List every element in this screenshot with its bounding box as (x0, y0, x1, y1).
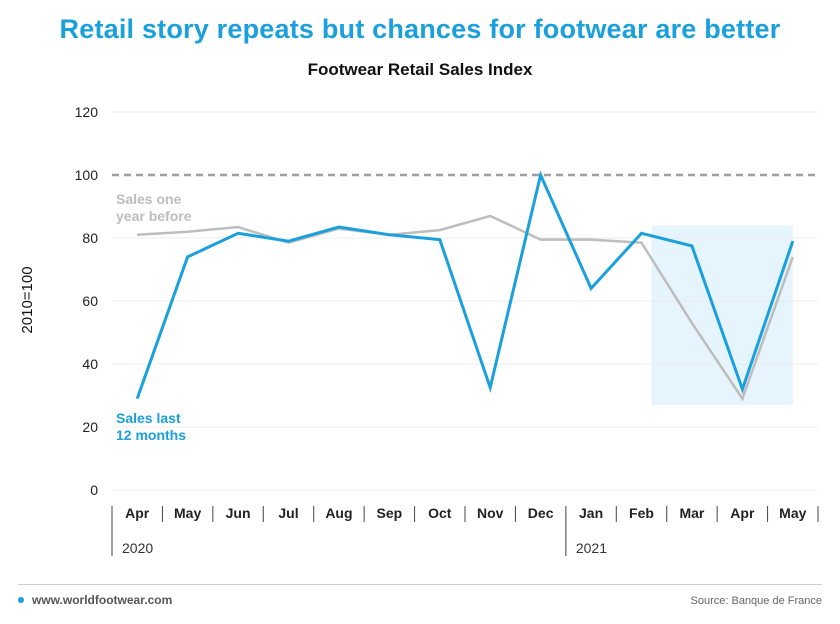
y-tick-label: 120 (75, 104, 99, 120)
chart-title: Footwear Retail Sales Index (307, 60, 533, 79)
y-tick-label: 0 (90, 482, 98, 498)
series-label-1: Sales last 12 months (116, 410, 186, 443)
x-tick-label: May (779, 505, 806, 521)
axis-layer: 0 20 40 60 80 100 120 2010=100 Apr May Jun Jul Aug Se… (19, 104, 819, 556)
series-line-1 (135, 170, 795, 400)
footer-divider (18, 584, 822, 585)
x-tick-label: Dec (528, 505, 554, 521)
x-tick-label: Aug (325, 505, 352, 521)
series-line-0 (137, 214, 794, 402)
y-tick-label: 100 (75, 167, 99, 183)
x-tick-label: Mar (679, 505, 704, 521)
series-label-0: Sales one year before (116, 191, 192, 224)
year-label: 2020 (122, 540, 153, 556)
line-chart: 0 20 40 60 80 100 120 2010=100 Apr May Jun Jul Aug Se… (19, 104, 819, 556)
x-tick-label: Feb (629, 505, 654, 521)
y-tick-label: 60 (82, 293, 98, 309)
y-tick-label: 40 (82, 356, 98, 372)
annotation-layer: Sales one year before Sales last 12 months (116, 191, 192, 443)
x-tick-label: Jan (579, 505, 603, 521)
headline: Retail story repeats but chances for foo… (59, 14, 781, 44)
x-tick-label: May (174, 505, 201, 521)
source-note: Source: Banque de France (690, 595, 822, 607)
bullet-dot-icon (18, 597, 24, 603)
x-tick-label: Apr (125, 505, 150, 521)
series-layer (135, 170, 795, 402)
x-tick-label: Oct (428, 505, 452, 521)
highlight-layer (651, 225, 793, 405)
x-tick-label: Apr (730, 505, 755, 521)
x-tick-label: Nov (477, 505, 504, 521)
y-tick-label: 20 (82, 419, 98, 435)
footer-website: www.worldfootwear.com (18, 593, 172, 607)
grid-layer (112, 111, 818, 491)
x-tick-label: Sep (377, 505, 403, 521)
highlight-box (651, 225, 793, 405)
x-tick-label: Jun (226, 505, 251, 521)
x-tick-label: Jul (278, 505, 298, 521)
website-label: www.worldfootwear.com (32, 593, 173, 607)
y-tick-label: 80 (82, 230, 98, 246)
year-label: 2021 (576, 540, 607, 556)
y-axis-label: 2010=100 (19, 266, 36, 333)
